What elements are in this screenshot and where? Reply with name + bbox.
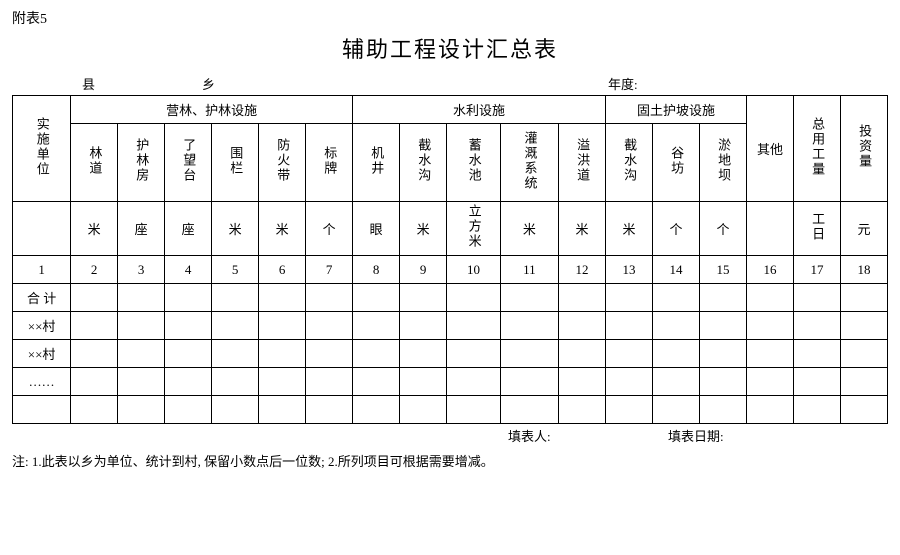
unit-cell: 工日 [793,202,840,256]
unit-cell: 个 [699,202,746,256]
units-row: 米 座 座 米 米 个 眼 米 立方米 米 米 米 个 个 工日 元 [13,202,888,256]
index-row: 1 2 3 4 5 6 7 8 9 10 11 12 13 14 15 16 1… [13,256,888,284]
table-row [13,396,888,424]
col-hulinfang: 护林房 [118,124,165,202]
col-weilan: 围栏 [212,124,259,202]
index-cell: 15 [699,256,746,284]
col-other: 其他 [746,96,793,202]
col-xushuichi: 蓄水池 [447,124,501,202]
row-label: ××村 [13,312,71,340]
col-labor: 总用工量 [793,96,840,202]
footnote: 注: 1.此表以乡为单位、统计到村, 保留小数点后一位数; 2.所列项目可根据需… [12,451,888,470]
page-title: 辅助工程设计汇总表 [12,32,888,64]
date-label: 填表日期: [668,426,848,445]
index-cell: 4 [165,256,212,284]
summary-table: 实施单位 营林、护林设施 水利设施 固土护坡设施 其他 总用工量 投资量 林道 … [12,95,888,424]
row-label: …… [13,368,71,396]
unit-cell: 米 [605,202,652,256]
filler-label: 填表人: [508,426,668,445]
index-cell: 11 [500,256,558,284]
col-gufang: 谷坊 [652,124,699,202]
unit-cell: 元 [840,202,887,256]
unit-cell: 米 [71,202,118,256]
group-water: 水利设施 [353,96,606,124]
county-label: 县 [82,74,202,93]
index-cell: 17 [793,256,840,284]
row-label: 合 计 [13,284,71,312]
col-guangai: 灌溉系统 [500,124,558,202]
unit-cell: 座 [118,202,165,256]
index-cell: 14 [652,256,699,284]
col-lindao: 林道 [71,124,118,202]
index-cell: 13 [605,256,652,284]
index-cell: 9 [400,256,447,284]
row-label: ××村 [13,340,71,368]
index-cell: 3 [118,256,165,284]
unit-cell: 米 [558,202,605,256]
index-cell: 1 [13,256,71,284]
table-row: ××村 [13,340,888,368]
unit-cell [746,202,793,256]
table-row: 合 计 [13,284,888,312]
meta-row: 县 乡 年度: [12,74,888,93]
col-fanghuodai: 防火带 [259,124,306,202]
group-forestry: 营林、护林设施 [71,96,353,124]
unit-cell: 立方米 [447,202,501,256]
index-cell: 6 [259,256,306,284]
col-biaopai: 标牌 [306,124,353,202]
year-label: 年度: [608,74,788,93]
table-row: …… [13,368,888,396]
col-invest: 投资量 [840,96,887,202]
col-jieshuigou1: 截水沟 [400,124,447,202]
col-yihongdao: 溢洪道 [558,124,605,202]
unit-cell: 座 [165,202,212,256]
index-cell: 18 [840,256,887,284]
unit-cell: 米 [400,202,447,256]
unit-cell: 米 [500,202,558,256]
col-liaowangtai: 了望台 [165,124,212,202]
unit-cell: 米 [212,202,259,256]
index-cell: 10 [447,256,501,284]
township-label: 乡 [202,74,402,93]
footer-row: 填表人: 填表日期: [12,426,888,445]
col-jieshuigou2: 截水沟 [605,124,652,202]
index-cell: 16 [746,256,793,284]
col-impl-unit: 实施单位 [13,96,71,202]
col-yudiba: 淤地坝 [699,124,746,202]
table-header-groups: 实施单位 营林、护林设施 水利设施 固土护坡设施 其他 总用工量 投资量 [13,96,888,124]
attachment-label: 附表5 [12,8,888,28]
unit-cell: 个 [306,202,353,256]
col-jijing: 机井 [353,124,400,202]
unit-cell: 眼 [353,202,400,256]
index-cell: 12 [558,256,605,284]
index-cell: 8 [353,256,400,284]
unit-cell: 米 [259,202,306,256]
table-row: ××村 [13,312,888,340]
index-cell: 7 [306,256,353,284]
group-soil: 固土护坡设施 [605,96,746,124]
index-cell: 2 [71,256,118,284]
unit-cell: 个 [652,202,699,256]
index-cell: 5 [212,256,259,284]
